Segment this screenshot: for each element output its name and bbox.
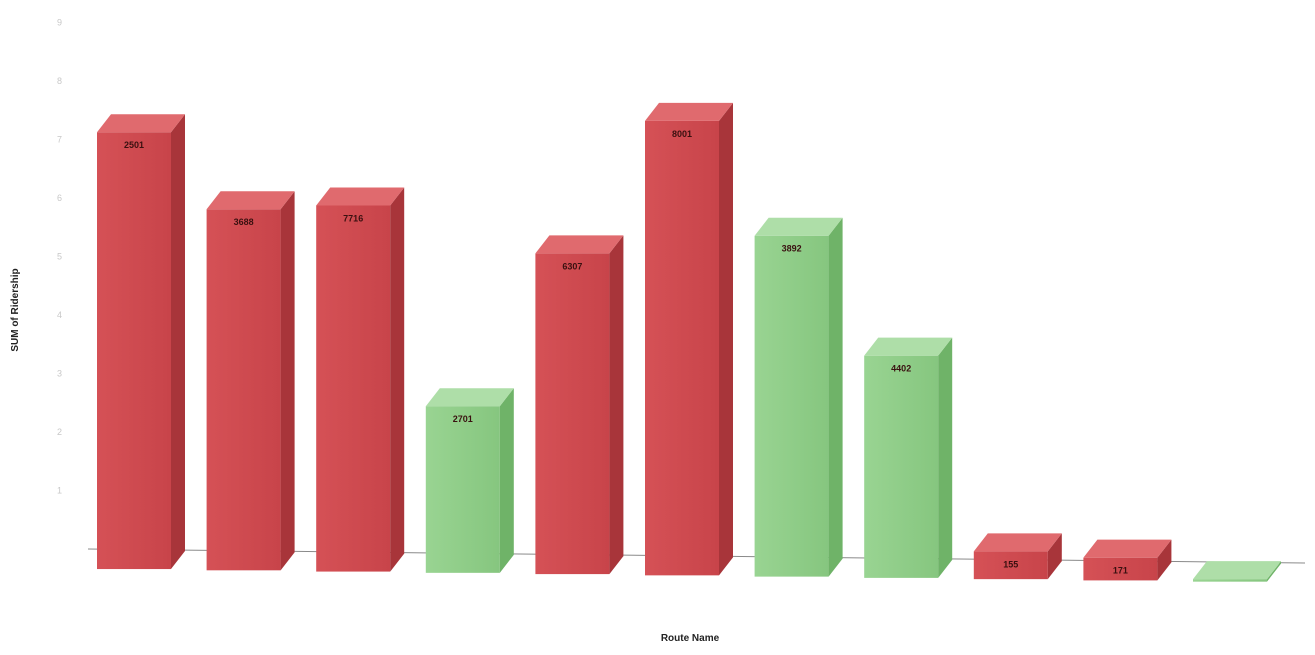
y-axis-ticks: 10987654321 (57, 18, 62, 496)
bar-front (97, 132, 171, 570)
bar-side (609, 235, 624, 575)
bar-front (1193, 579, 1267, 582)
y-tick-label: 9 (57, 18, 62, 28)
bars: 2501 3688 7716 2701 6307 8001 3892 4402 155 171 (97, 102, 1281, 582)
bar-data-label: 155 (1003, 559, 1018, 569)
bar-top (206, 191, 295, 210)
bar-top (316, 187, 405, 206)
bar-front (1083, 557, 1158, 581)
y-tick-label: 6 (57, 193, 62, 203)
bar-top (1083, 539, 1172, 558)
bar: 6307 (535, 235, 624, 575)
bar-front (645, 120, 719, 576)
bar-data-label: 6307 (562, 261, 582, 271)
bar-front (754, 235, 829, 577)
y-tick-label: 4 (57, 310, 62, 320)
bar-front (425, 406, 500, 573)
bar: 2701 (425, 388, 514, 573)
bar: 3892 (754, 217, 843, 577)
bar-front (316, 205, 391, 572)
bar-data-label: 3688 (234, 217, 254, 227)
bar-side (938, 337, 953, 578)
bar-top (645, 102, 733, 121)
bar-data-label: 2701 (453, 414, 473, 424)
bar-top (97, 114, 185, 133)
bar-data-label: 2501 (124, 140, 144, 150)
bar-top (425, 388, 514, 407)
bar: 7716 (316, 187, 405, 572)
bar-side (828, 217, 843, 577)
bar: 4402 (864, 337, 953, 578)
bar: 8001 (645, 102, 733, 576)
y-tick-label: 8 (57, 76, 62, 86)
bar: 2501 (97, 114, 185, 570)
bar-side (1047, 533, 1062, 580)
bar-data-label: 4402 (891, 364, 911, 374)
y-tick-label: 1 (57, 486, 62, 496)
bar-data-label: 8001 (672, 129, 692, 139)
y-tick-label: 5 (57, 252, 62, 262)
bar: 171 (1083, 539, 1172, 581)
bar-top (973, 533, 1062, 552)
x-axis-title: Route Name (661, 633, 720, 644)
bar (1193, 561, 1281, 582)
bar: 155 (973, 533, 1062, 580)
bar-side (1267, 561, 1281, 582)
bar-data-label: 171 (1113, 566, 1128, 576)
bar-top (754, 217, 843, 236)
bar-front (864, 355, 939, 578)
bar-side (1157, 539, 1172, 581)
bar-front (535, 253, 610, 575)
bar-side (719, 102, 733, 576)
bar-top (864, 337, 953, 356)
bar-front (973, 551, 1048, 580)
bar-front (206, 209, 281, 571)
y-axis-title: SUM of Ridership (10, 268, 21, 351)
bar: 3688 (206, 191, 295, 571)
bar-top (1193, 561, 1281, 580)
bar-data-label: 7716 (343, 213, 363, 223)
bar-side (499, 388, 514, 573)
bar-top (535, 235, 624, 254)
y-tick-label: 7 (57, 135, 62, 145)
bar-side (390, 187, 405, 572)
bar-data-label: 3892 (782, 244, 802, 254)
y-tick-label: 3 (57, 369, 62, 379)
bar-side (171, 114, 185, 570)
y-tick-label: 2 (57, 427, 62, 437)
bar-side (280, 191, 295, 571)
